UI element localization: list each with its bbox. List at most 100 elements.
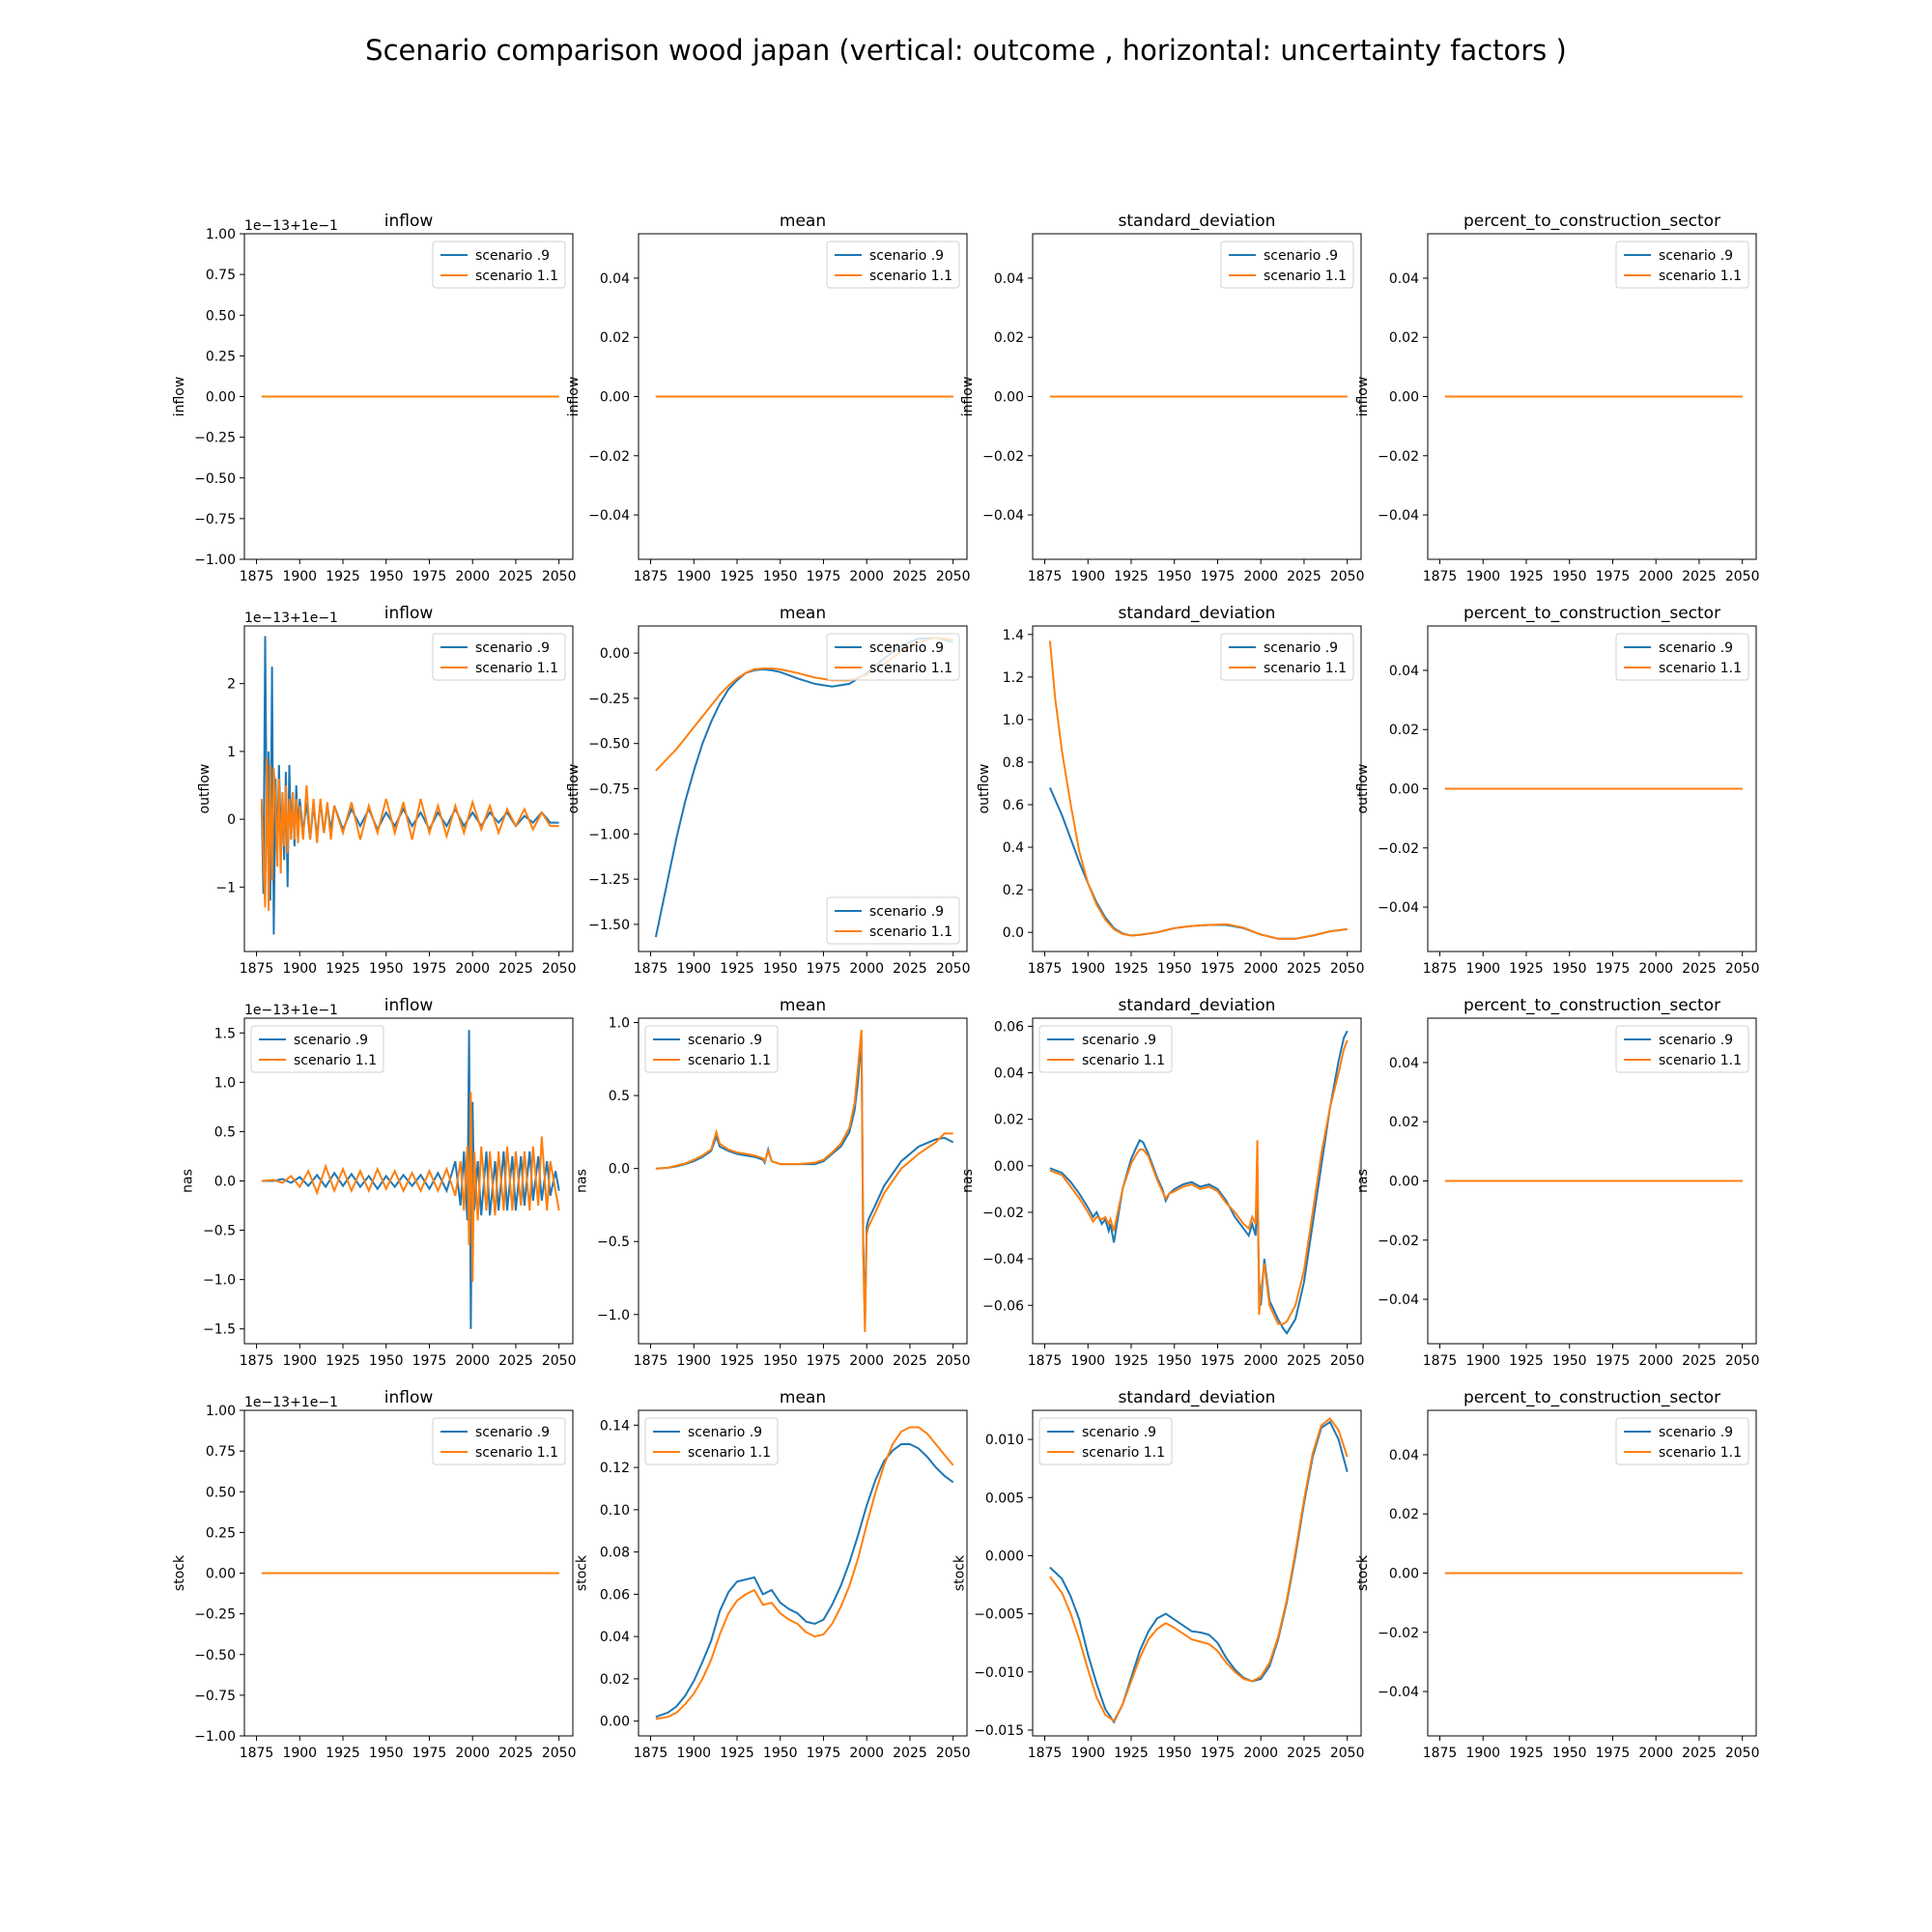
x-tick-label: 1975 (807, 1746, 841, 1761)
x-tick-label: 1975 (1596, 1353, 1631, 1369)
x-tick-label: 1875 (634, 1353, 668, 1369)
legend: scenario .9 scenario 1.1 (826, 896, 960, 945)
legend-label: scenario 1.1 (1264, 269, 1347, 284)
x-tick-label: 1900 (282, 1353, 317, 1369)
x-tick-label: 1925 (1509, 1746, 1544, 1761)
subplot: standard_deviation 1875 1900 1925 1950 1975 20… (960, 996, 1365, 1369)
x-tick-label: 1900 (1465, 961, 1500, 977)
legend-label: scenario .9 (1082, 1033, 1156, 1048)
y-tick-label: 0.0 (1003, 925, 1024, 941)
series-line (1049, 1416, 1349, 1722)
x-tick-label: 1875 (1423, 1746, 1458, 1761)
x-tick-label: 2025 (893, 569, 927, 584)
y-axis-label: nas (575, 1169, 590, 1193)
y-tick-label: −0.50 (194, 471, 236, 487)
series-line (655, 1443, 954, 1719)
y-tick-label: −1.5 (203, 1322, 236, 1338)
x-tick-label: 1875 (1028, 1746, 1063, 1761)
x-tick-label: 1950 (763, 961, 798, 977)
y-axis-label: stock (1355, 1554, 1371, 1591)
y-axis-label: inflow (566, 377, 582, 417)
x-tick-label: 2000 (1638, 1353, 1673, 1369)
y-tick-label: 0.04 (600, 271, 630, 287)
x-tick-label: 2025 (498, 1746, 533, 1761)
x-tick-label: 1925 (326, 569, 360, 584)
y-tick-label: 0.00 (600, 646, 630, 662)
y-tick-label: 0.00 (1389, 1175, 1419, 1190)
y-tick-label: 0.02 (1389, 330, 1419, 346)
y-tick-label: −0.5 (597, 1235, 630, 1250)
series-line (655, 1030, 953, 1332)
x-tick-label: 1925 (720, 961, 754, 977)
legend: scenario .9 scenario 1.1 (432, 241, 566, 289)
legend: scenario .9 scenario 1.1 (432, 633, 566, 681)
y-tick-label: 0.0 (609, 1162, 630, 1178)
legend-label: scenario .9 (1082, 1425, 1156, 1440)
x-tick-label: 1950 (763, 1746, 798, 1761)
axis-offset-text: 1e−13+1e−1 (244, 218, 338, 234)
y-axis-label: stock (952, 1554, 967, 1591)
legend-label: scenario .9 (475, 640, 550, 656)
legend-label: scenario .9 (1264, 640, 1338, 656)
y-tick-label: −1.00 (588, 827, 630, 842)
subplot: inflow 1875 1900 1925 1950 1975 2000 2025 2050 2 1… (197, 604, 577, 977)
series-group (1049, 1030, 1349, 1335)
y-axis-label: outflow (1355, 764, 1371, 814)
x-tick-label: 1950 (369, 569, 404, 584)
y-tick-label: −1.0 (597, 1308, 630, 1323)
x-tick-label: 2000 (1638, 1746, 1673, 1761)
y-axis-label: outflow (197, 764, 213, 814)
subplot: mean 1875 1900 1925 1950 1975 2000 2025 2050 0.00… (566, 604, 971, 977)
y-tick-label: 1.0 (609, 1016, 630, 1032)
x-tick-label: 1950 (1552, 961, 1587, 977)
legend-label: scenario 1.1 (1659, 269, 1742, 284)
legend-label: scenario .9 (1659, 640, 1733, 656)
y-tick-label: −1 (215, 880, 236, 895)
subplot-title: mean (780, 212, 826, 231)
y-tick-label: 0.06 (994, 1019, 1024, 1035)
legend: scenario .9 scenario 1.1 (826, 241, 960, 289)
legend: scenario .9 scenario 1.1 (1220, 633, 1354, 681)
y-tick-label: 0.75 (206, 1444, 236, 1460)
y-tick-label: −0.25 (588, 692, 630, 707)
x-tick-label: 2000 (849, 569, 884, 584)
x-tick-label: 1950 (1552, 1746, 1587, 1761)
legend-label: scenario .9 (1264, 248, 1338, 264)
subplot-title: standard_deviation (1119, 212, 1276, 231)
y-tick-label: −1.00 (194, 553, 236, 568)
x-tick-label: 2050 (542, 961, 577, 977)
x-tick-label: 2050 (542, 1353, 577, 1369)
subplot-title: inflow (384, 996, 434, 1015)
y-tick-label: 0.04 (600, 1630, 630, 1645)
x-tick-label: 2000 (849, 1746, 884, 1761)
y-tick-label: −1.25 (588, 872, 630, 888)
x-tick-label: 1875 (1423, 961, 1458, 977)
subplot: percent_to_construction_sector 1875 1900 19… (1355, 996, 1760, 1369)
x-tick-label: 2050 (542, 1746, 577, 1761)
y-tick-label: 0.8 (1003, 755, 1024, 771)
subplot-title: inflow (384, 212, 434, 231)
subplot-title: standard_deviation (1119, 996, 1276, 1015)
y-tick-label: 0.04 (1389, 1448, 1419, 1463)
y-tick-label: 0.02 (600, 330, 630, 346)
legend-label: scenario 1.1 (869, 269, 952, 284)
y-tick-label: 0.5 (609, 1089, 630, 1104)
x-tick-label: 1975 (807, 961, 841, 977)
x-tick-label: 1875 (240, 569, 274, 584)
legend-label: scenario .9 (688, 1425, 762, 1440)
subplot: standard_deviation 1875 1900 1925 1950 1975 20… (977, 604, 1364, 977)
series-group (655, 1426, 954, 1720)
x-tick-label: 2050 (1330, 961, 1365, 977)
x-tick-label: 1875 (634, 569, 668, 584)
y-axis-label: outflow (977, 764, 992, 814)
legend: scenario .9 scenario 1.1 (644, 1417, 779, 1465)
y-tick-label: 0.75 (206, 268, 236, 283)
x-tick-label: 1875 (1028, 1353, 1063, 1369)
x-tick-label: 2050 (1725, 1746, 1760, 1761)
x-tick-label: 1925 (720, 1746, 754, 1761)
x-tick-label: 1875 (1028, 569, 1063, 584)
x-tick-label: 1900 (1465, 1353, 1500, 1369)
x-tick-label: 1900 (1070, 1353, 1105, 1369)
subplot-title: standard_deviation (1119, 604, 1276, 623)
legend-label: scenario .9 (688, 1033, 762, 1048)
